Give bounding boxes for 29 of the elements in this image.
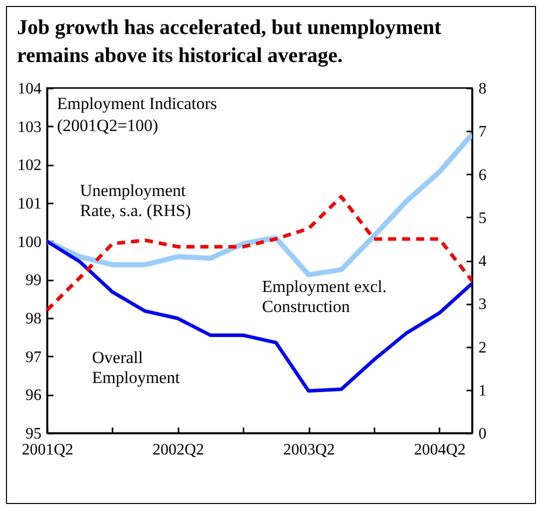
y-tick-label: 99 [26,272,42,290]
series-label: Employment excl. Construction [262,277,387,316]
y-tick-label: 103 [18,118,42,136]
x-tick-label: 2002Q2 [152,442,204,458]
y-tick-label: 102 [18,157,42,174]
y2-tick-label: 8 [478,80,486,98]
text: Employment Indicators (2001Q2=100) [57,94,218,135]
y-tick-label: 96 [26,387,42,404]
y2-tick-label: 6 [478,166,486,184]
y-tick-label: 97 [26,348,42,366]
y-tick-label: 98 [26,310,42,328]
y-tick-label: 95 [26,426,42,442]
y2-tick-label: 7 [478,124,486,141]
x-tick-label: 2001Q2 [22,442,74,458]
y2-tick-label: 1 [478,382,486,400]
y-tick-label: 100 [18,234,42,251]
y-tick-label: 104 [18,80,42,98]
y2-tick-label: 4 [478,253,486,270]
y2-tick-label: 3 [478,296,486,314]
line-series [47,240,472,393]
y-tick-label: 101 [18,196,42,212]
series-label: Overall Employment [92,348,180,387]
y2-tick-label: 2 [478,339,486,356]
x-tick-label: 2004Q2 [414,442,466,458]
y2-tick-label: 0 [478,426,486,442]
chart-title: Job growth has accelerated, but unemployment remains above its historical average. [17,15,442,67]
x-tick-label: 2003Q2 [283,442,335,458]
y2-tick-label: 5 [478,210,486,227]
series-label: Unemployment Rate, s.a. (RHS) [80,181,191,220]
